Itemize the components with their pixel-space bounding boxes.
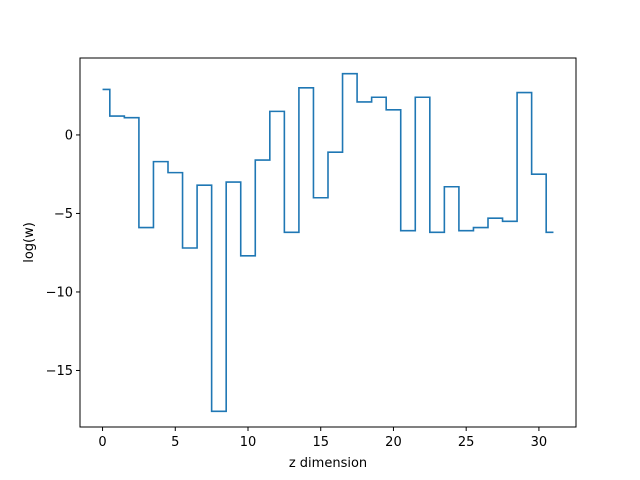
- y-tick-label: −5: [54, 207, 73, 222]
- axis-ticks: 0 5 10 15 20 25 30 0 −5 −10 −15: [46, 128, 548, 450]
- x-tick-label: 10: [240, 435, 257, 450]
- x-tick-label: 30: [531, 435, 548, 450]
- x-tick-label: 5: [171, 435, 179, 450]
- y-tick-label: −15: [46, 364, 73, 379]
- y-tick-label: −10: [46, 285, 73, 300]
- y-axis-label: log(w): [22, 222, 37, 263]
- x-tick-label: 0: [98, 435, 106, 450]
- x-tick-label: 15: [312, 435, 329, 450]
- axes-frame: [79, 57, 577, 428]
- x-tick-label: 20: [385, 435, 402, 450]
- x-tick-label: 25: [458, 435, 475, 450]
- y-tick-label: 0: [65, 128, 73, 143]
- series-line: [102, 72, 554, 413]
- plot-area: [102, 72, 554, 413]
- x-axis-label: z dimension: [289, 456, 367, 471]
